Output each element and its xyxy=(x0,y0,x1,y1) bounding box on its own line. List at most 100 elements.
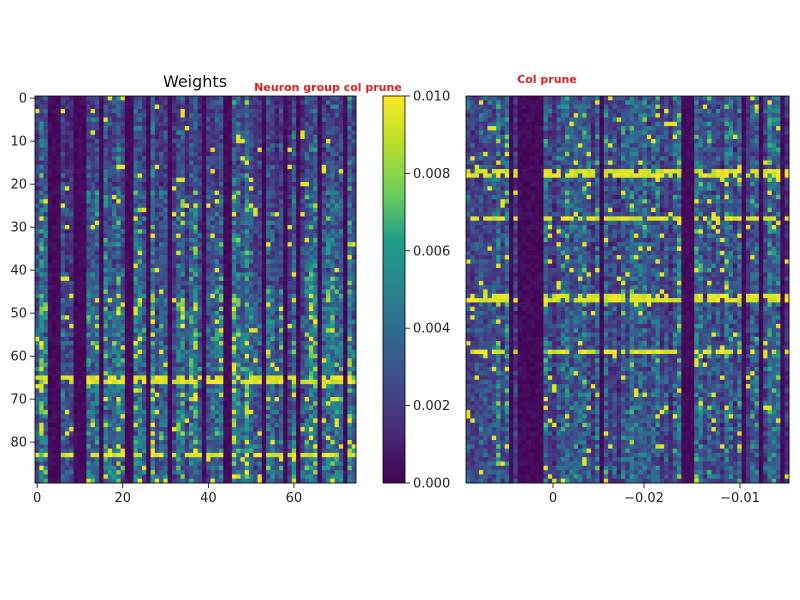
heatmap-cell xyxy=(180,233,186,239)
heatmap-cell xyxy=(326,186,331,191)
heatmap-cell xyxy=(201,242,207,247)
heatmap-cell xyxy=(39,216,44,222)
heatmap-cell xyxy=(257,173,263,179)
heatmap-cell xyxy=(304,289,310,295)
heatmap-cell xyxy=(270,237,276,243)
heatmap-cell xyxy=(351,354,357,359)
heatmap-cell xyxy=(112,216,117,222)
heatmap-cell xyxy=(189,229,194,234)
heatmap-cell xyxy=(77,108,83,114)
heatmap-cell xyxy=(197,108,203,114)
heatmap-cell xyxy=(193,126,198,131)
heatmap-cell xyxy=(343,147,348,153)
heatmap-cell xyxy=(77,117,83,123)
heatmap-cell xyxy=(99,160,104,166)
heatmap-cell xyxy=(270,375,276,381)
heatmap-cell xyxy=(73,323,79,329)
heatmap-cell xyxy=(167,272,173,277)
heatmap-cell xyxy=(283,156,288,161)
heatmap-cell xyxy=(343,229,348,234)
heatmap-cell xyxy=(184,242,190,247)
heatmap-cell xyxy=(154,358,160,363)
heatmap-cell xyxy=(60,194,66,200)
heatmap-cell xyxy=(257,229,263,234)
heatmap-cell xyxy=(142,151,147,157)
heatmap-cell xyxy=(94,280,100,286)
heatmap-cell xyxy=(206,177,211,183)
heatmap-cell xyxy=(321,190,327,196)
heatmap-cell xyxy=(201,199,207,204)
heatmap-cell xyxy=(86,134,91,140)
heatmap-cell xyxy=(308,212,314,217)
heatmap-cell xyxy=(244,160,250,166)
heatmap-cell xyxy=(347,212,353,217)
heatmap-cell xyxy=(223,164,228,170)
heatmap-cell xyxy=(321,276,327,282)
heatmap-cell xyxy=(266,160,271,166)
heatmap-cell xyxy=(231,315,237,320)
heatmap-cell xyxy=(231,246,237,252)
heatmap-cell xyxy=(270,276,276,282)
heatmap-cell xyxy=(64,160,70,166)
heatmap-cell xyxy=(60,354,66,359)
heatmap-cell xyxy=(219,306,224,312)
heatmap-cell xyxy=(120,323,126,329)
heatmap-cell xyxy=(313,323,318,329)
heatmap-cell xyxy=(201,151,207,157)
heatmap-cell xyxy=(249,237,254,243)
heatmap-cell xyxy=(274,203,280,209)
heatmap-cell xyxy=(154,220,160,226)
heatmap-cell xyxy=(287,349,293,355)
heatmap-cell xyxy=(347,319,353,325)
heatmap-cell xyxy=(167,302,173,308)
heatmap-cell xyxy=(146,100,151,105)
heatmap-cell xyxy=(210,276,216,282)
heatmap-cell xyxy=(266,255,271,260)
heatmap-cell xyxy=(300,246,305,252)
heatmap-cell xyxy=(197,323,203,329)
heatmap-cell xyxy=(244,130,250,136)
heatmap-cell xyxy=(56,104,62,110)
heatmap-cell xyxy=(52,173,57,179)
heatmap-cell xyxy=(240,250,246,256)
heatmap-cell xyxy=(291,151,297,157)
heatmap-cell xyxy=(300,349,305,355)
heatmap-cell xyxy=(142,323,147,329)
heatmap-cell xyxy=(154,139,160,144)
heatmap-cell xyxy=(39,121,44,127)
heatmap-cell xyxy=(90,341,96,346)
heatmap-cell xyxy=(278,246,284,252)
heatmap-cell xyxy=(343,259,348,265)
heatmap-cell xyxy=(129,104,134,110)
heatmap-cell xyxy=(43,169,49,174)
heatmap-cell xyxy=(163,160,169,166)
heatmap-cell xyxy=(154,328,160,333)
heatmap-cell xyxy=(167,164,173,170)
heatmap-cell xyxy=(274,323,280,329)
heatmap-cell xyxy=(167,186,173,191)
heatmap-cell xyxy=(154,336,160,342)
heatmap-cell xyxy=(35,371,40,376)
heatmap-cell xyxy=(56,371,62,376)
heatmap-cell xyxy=(308,302,314,308)
heatmap-cell xyxy=(227,207,233,213)
heatmap-cell xyxy=(171,160,177,166)
heatmap-cell xyxy=(176,186,181,191)
heatmap-cell xyxy=(219,242,224,247)
heatmap-cell xyxy=(176,220,181,226)
heatmap-cell xyxy=(146,164,151,170)
heatmap-cell xyxy=(52,345,57,351)
heatmap-cell xyxy=(274,207,280,213)
heatmap-cell xyxy=(35,293,40,299)
heatmap-cell xyxy=(193,177,198,183)
heatmap-cell xyxy=(223,212,228,217)
heatmap-cell xyxy=(201,225,207,230)
heatmap-cell xyxy=(317,233,323,239)
heatmap-cell xyxy=(189,379,194,385)
heatmap-cell xyxy=(266,371,271,376)
heatmap-cell xyxy=(201,332,207,338)
heatmap-cell xyxy=(99,104,104,110)
heatmap-cell xyxy=(201,246,207,252)
heatmap-cell xyxy=(60,242,66,247)
heatmap-cell xyxy=(266,242,271,247)
